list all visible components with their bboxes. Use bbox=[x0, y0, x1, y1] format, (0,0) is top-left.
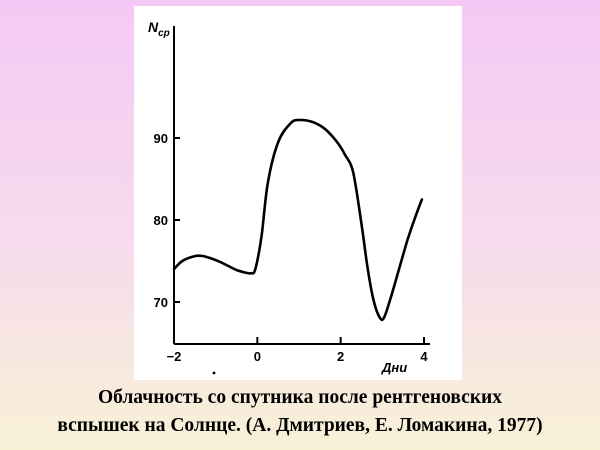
x-tick-label: 2 bbox=[337, 349, 344, 364]
x-ticks: −2 0 2 4 bbox=[167, 337, 428, 364]
y-axis-title-sub: ср bbox=[158, 28, 170, 39]
x-tick-label: 0 bbox=[254, 349, 261, 364]
chart-svg: 70 80 90 −2 0 2 4 Nср Дни bbox=[148, 19, 430, 375]
x-tick-label: 4 bbox=[420, 349, 428, 364]
series-line bbox=[172, 118, 424, 322]
x-axis-title: Дни bbox=[381, 360, 407, 375]
y-tick-label: 70 bbox=[154, 295, 168, 310]
caption-line-1: Облачность со спутника после рентгеновск… bbox=[97, 387, 503, 408]
y-tick-label: 90 bbox=[154, 131, 168, 146]
y-tick-label: 80 bbox=[154, 213, 168, 228]
caption: Облачность со спутника после рентгеновск… bbox=[0, 384, 600, 440]
stray-dot bbox=[212, 371, 216, 375]
caption-line-2: вспышек на Солнце. (А. Дмитриев, Е. Лома… bbox=[57, 415, 543, 436]
x-tick-label: −2 bbox=[167, 349, 182, 364]
y-axis-title: Nср bbox=[148, 19, 170, 39]
y-ticks: 70 80 90 bbox=[154, 131, 180, 310]
chart-panel: 70 80 90 −2 0 2 4 Nср Дни bbox=[134, 6, 462, 380]
y-axis-title-main: N bbox=[148, 19, 159, 35]
